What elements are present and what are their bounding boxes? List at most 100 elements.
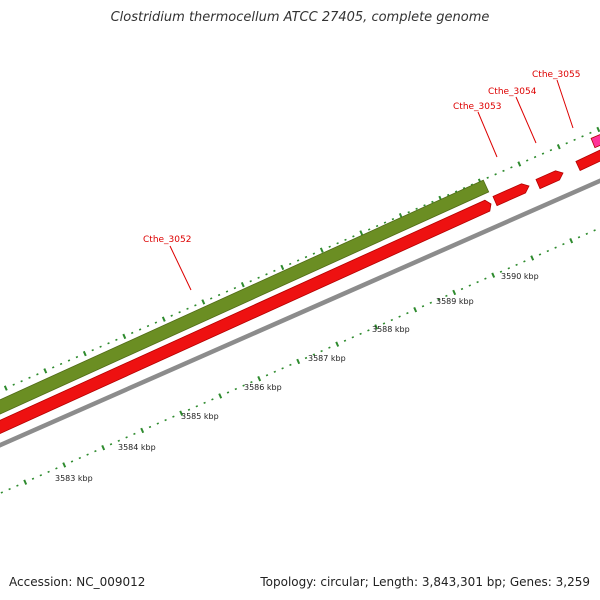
minor-tick xyxy=(39,474,43,477)
minor-tick xyxy=(28,376,31,379)
major-tick xyxy=(374,324,379,330)
major-tick xyxy=(82,350,87,357)
major-tick xyxy=(257,376,262,382)
major-tick xyxy=(517,161,522,167)
minor-tick xyxy=(577,236,581,239)
minor-tick xyxy=(383,221,387,224)
minor-tick xyxy=(107,342,110,345)
minor-tick xyxy=(94,450,97,453)
scale-label: 3588 kbp xyxy=(372,325,410,334)
minor-tick xyxy=(16,484,19,487)
minor-tick xyxy=(445,294,448,298)
major-tick xyxy=(296,358,301,365)
minor-tick xyxy=(446,193,450,197)
minor-tick xyxy=(585,232,589,235)
minor-tick xyxy=(515,263,518,266)
minor-tick xyxy=(507,267,511,270)
minor-tick xyxy=(499,270,503,273)
minor-tick xyxy=(20,380,23,383)
minor-tick xyxy=(398,315,401,318)
minor-tick xyxy=(510,166,513,169)
minor-tick xyxy=(343,339,347,342)
minor-tick xyxy=(187,408,191,411)
minor-tick xyxy=(249,280,252,283)
minor-tick xyxy=(351,336,355,339)
minor-tick xyxy=(91,349,94,352)
minor-tick xyxy=(502,169,505,172)
minor-tick xyxy=(312,252,316,255)
major-tick xyxy=(122,333,127,340)
minor-tick xyxy=(415,207,418,210)
minor-tick xyxy=(328,346,331,349)
minor-tick xyxy=(565,142,568,145)
minor-tick xyxy=(406,312,409,315)
minor-tick xyxy=(156,422,160,425)
scale-label: 3590 kbp xyxy=(501,272,539,281)
minor-tick xyxy=(12,383,15,386)
major-tick xyxy=(161,316,166,322)
minor-tick xyxy=(75,355,79,359)
minor-tick xyxy=(125,436,128,439)
major-tick xyxy=(280,264,285,271)
minor-tick xyxy=(70,460,74,463)
major-tick xyxy=(491,272,496,278)
minor-tick xyxy=(429,301,433,304)
gene-label-leader xyxy=(477,111,498,158)
minor-tick xyxy=(468,284,472,287)
minor-tick xyxy=(31,477,35,480)
minor-tick xyxy=(359,332,362,335)
minor-tick xyxy=(203,401,206,404)
minor-tick xyxy=(211,398,214,401)
minor-tick xyxy=(265,374,269,377)
major-tick xyxy=(140,427,145,434)
minor-tick xyxy=(554,246,557,249)
minor-tick xyxy=(375,224,379,228)
minor-tick xyxy=(336,242,339,245)
minor-tick xyxy=(51,366,55,369)
minor-tick xyxy=(146,324,150,328)
minor-tick xyxy=(523,260,526,263)
gene-label-leader xyxy=(169,245,192,291)
inner-tick-track xyxy=(0,229,596,494)
genome-backbone xyxy=(0,178,600,448)
minor-tick xyxy=(460,287,464,291)
minor-tick xyxy=(573,138,576,141)
major-tick xyxy=(335,341,340,347)
scale-label: 3586 kbp xyxy=(244,383,282,392)
minor-tick xyxy=(242,384,245,387)
minor-tick xyxy=(562,243,565,246)
minor-tick xyxy=(437,298,440,301)
gene-label-leader xyxy=(556,79,574,129)
minor-tick xyxy=(130,331,134,335)
minor-tick xyxy=(250,381,253,384)
minor-tick xyxy=(47,470,50,473)
major-tick xyxy=(3,385,8,391)
minor-tick xyxy=(148,425,152,429)
gene-unlabeled xyxy=(590,134,600,149)
major-tick xyxy=(530,255,535,261)
minor-tick xyxy=(431,200,434,204)
minor-tick xyxy=(593,229,596,232)
minor-tick xyxy=(67,359,71,362)
gene-labels: Cthe_3052 Cthe_3053 Cthe_3054 Cthe_3055 xyxy=(143,70,580,291)
minor-tick xyxy=(352,235,355,238)
minor-tick xyxy=(382,322,386,325)
scale-label: 3587 kbp xyxy=(308,354,346,363)
minor-tick xyxy=(154,321,158,324)
major-tick xyxy=(359,230,364,236)
minor-tick xyxy=(423,204,426,207)
minor-tick xyxy=(257,276,260,279)
minor-tick xyxy=(59,362,63,366)
minor-tick xyxy=(226,391,230,394)
minor-tick xyxy=(589,131,592,135)
minor-tick xyxy=(225,290,229,293)
gene-cthe-3052 xyxy=(0,199,492,434)
minor-tick xyxy=(273,269,276,272)
minor-tick xyxy=(115,338,118,341)
minor-tick xyxy=(36,373,39,376)
minor-tick xyxy=(484,277,487,280)
gene-cthe-3052 xyxy=(0,179,490,415)
gene-label: Cthe_3053 xyxy=(453,102,501,112)
scale-label: 3589 kbp xyxy=(436,297,474,306)
